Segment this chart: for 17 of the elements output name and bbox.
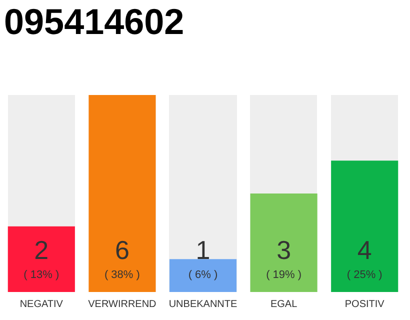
annotation: ( 38% ) xyxy=(104,269,140,281)
annotation: ( 25% ) xyxy=(346,269,382,281)
annotation: ( 13% ) xyxy=(24,269,60,281)
data-label: 1 xyxy=(196,235,210,265)
data-label: 2 xyxy=(34,235,49,265)
annotation: ( 6% ) xyxy=(188,269,218,281)
data-label: 3 xyxy=(276,235,292,265)
x-tick-label: VERWIRREND xyxy=(88,298,156,310)
x-tick-label: POSITIV xyxy=(344,298,385,310)
data-label: 4 xyxy=(357,235,372,265)
annotation: ( 19% ) xyxy=(266,269,302,281)
data-label: 6 xyxy=(114,235,130,265)
bar xyxy=(169,259,237,292)
chart-title: 095414602 xyxy=(4,0,184,44)
x-tick-label: EGAL xyxy=(270,298,298,310)
x-tick-label: NEGATIV xyxy=(20,298,64,310)
x-tick-label: UNBEKANNTE xyxy=(168,298,238,310)
